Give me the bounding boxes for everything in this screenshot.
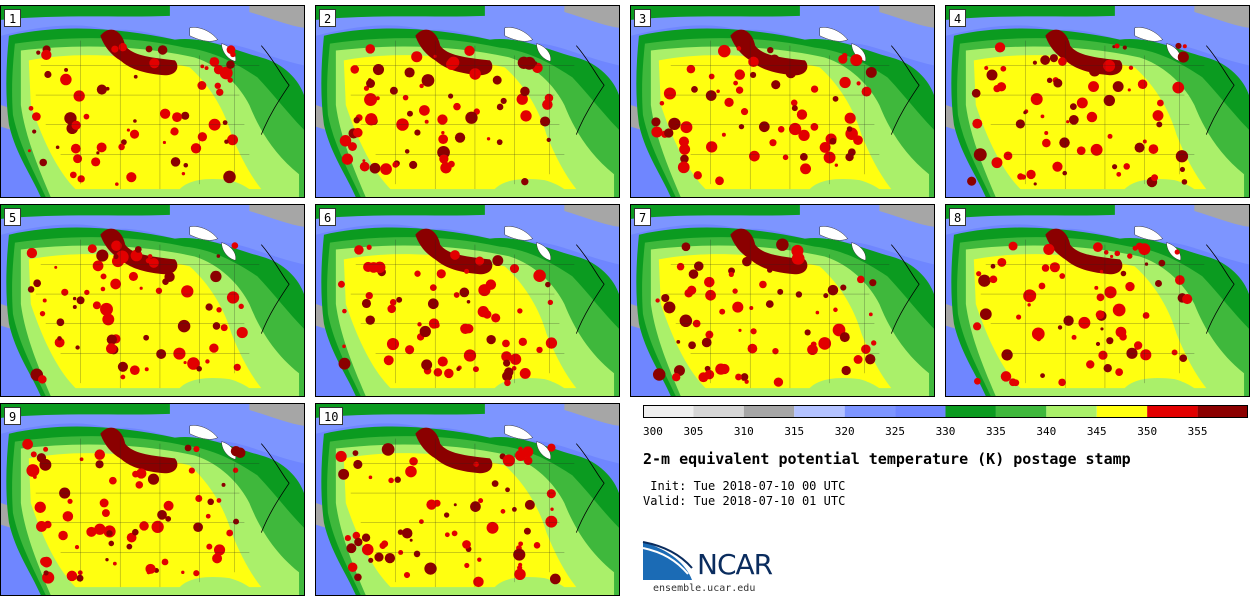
equivalent-potential-temperature-map	[316, 404, 619, 595]
colorbar-tick-label: 315	[784, 425, 804, 438]
colorbar-segment	[743, 405, 795, 418]
valid-time: Valid: Tue 2018-07-10 01 UTC	[643, 494, 846, 508]
colorbar-tick-label: 345	[1087, 425, 1107, 438]
equivalent-potential-temperature-map	[631, 205, 934, 396]
postage-stamp-map: 2	[315, 5, 620, 198]
postage-stamp-map: 6	[315, 204, 620, 397]
colorbar-segment	[895, 405, 946, 418]
colorbar-tick-label: 305	[683, 425, 703, 438]
init-time: Init: Tue 2018-07-10 00 UTC	[643, 479, 846, 493]
equivalent-potential-temperature-map	[316, 205, 619, 396]
postage-stamp-map: 4	[945, 5, 1250, 198]
colorbar-tick-label: 320	[835, 425, 855, 438]
postage-stamp-map: 10	[315, 403, 620, 596]
colorbar-segment	[945, 405, 996, 418]
member-number-label: 9	[4, 407, 22, 425]
colorbar-tick-label: 310	[734, 425, 754, 438]
colorbar-tick-label: 350	[1137, 425, 1157, 438]
ncar-logo-text: NCAR	[697, 548, 773, 581]
member-number-label: 8	[949, 208, 967, 226]
member-number-label: 10	[319, 407, 344, 425]
colorbar-segment	[643, 405, 694, 418]
equivalent-potential-temperature-map	[631, 6, 934, 197]
equivalent-potential-temperature-map	[946, 205, 1249, 396]
postage-stamp-map: 7	[630, 204, 935, 397]
colorbar-segment	[1096, 405, 1148, 418]
plot-title: 2-m equivalent potential temperature (K)…	[643, 450, 1131, 468]
colorbar-tick-label: 325	[885, 425, 905, 438]
postage-stamp-map: 1	[0, 5, 305, 198]
colorbar-segment	[844, 405, 896, 418]
equivalent-potential-temperature-map	[1, 205, 304, 396]
colorbar-segment	[693, 405, 744, 418]
ncar-logo-icon	[642, 541, 693, 580]
colorbar-segment	[1147, 405, 1198, 418]
colorbar-segment	[794, 405, 845, 418]
colorbar-segment	[1197, 405, 1248, 418]
colorbar-tick-label: 340	[1036, 425, 1056, 438]
equivalent-potential-temperature-map	[316, 6, 619, 197]
colorbar-segment	[1046, 405, 1097, 418]
member-number-label: 4	[949, 9, 967, 27]
equivalent-potential-temperature-map	[946, 6, 1249, 197]
postage-stamp-map: 9	[0, 403, 305, 596]
site-url: ensemble.ucar.edu	[653, 583, 756, 594]
colorbar-tick-label: 355	[1188, 425, 1208, 438]
member-number-label: 7	[634, 208, 652, 226]
postage-stamp-map: 3	[630, 5, 935, 198]
member-number-label: 1	[4, 9, 22, 27]
colorbar-tick-label: 335	[986, 425, 1006, 438]
colorbar-border	[643, 405, 1248, 418]
postage-stamp-map: 5	[0, 204, 305, 397]
colorbar-tick-label: 330	[936, 425, 956, 438]
postage-stamp-map: 8	[945, 204, 1250, 397]
colorbar-tick-label: 300	[643, 425, 663, 438]
colorbar: 300 305 310 315 320 325 330 335 340 345 350 355	[643, 405, 1248, 438]
equivalent-potential-temperature-map	[1, 404, 304, 595]
member-number-label: 3	[634, 9, 652, 27]
equivalent-potential-temperature-map	[1, 6, 304, 197]
colorbar-segment	[995, 405, 1047, 418]
member-number-label: 6	[319, 208, 337, 226]
member-number-label: 2	[319, 9, 337, 27]
member-number-label: 5	[4, 208, 22, 226]
